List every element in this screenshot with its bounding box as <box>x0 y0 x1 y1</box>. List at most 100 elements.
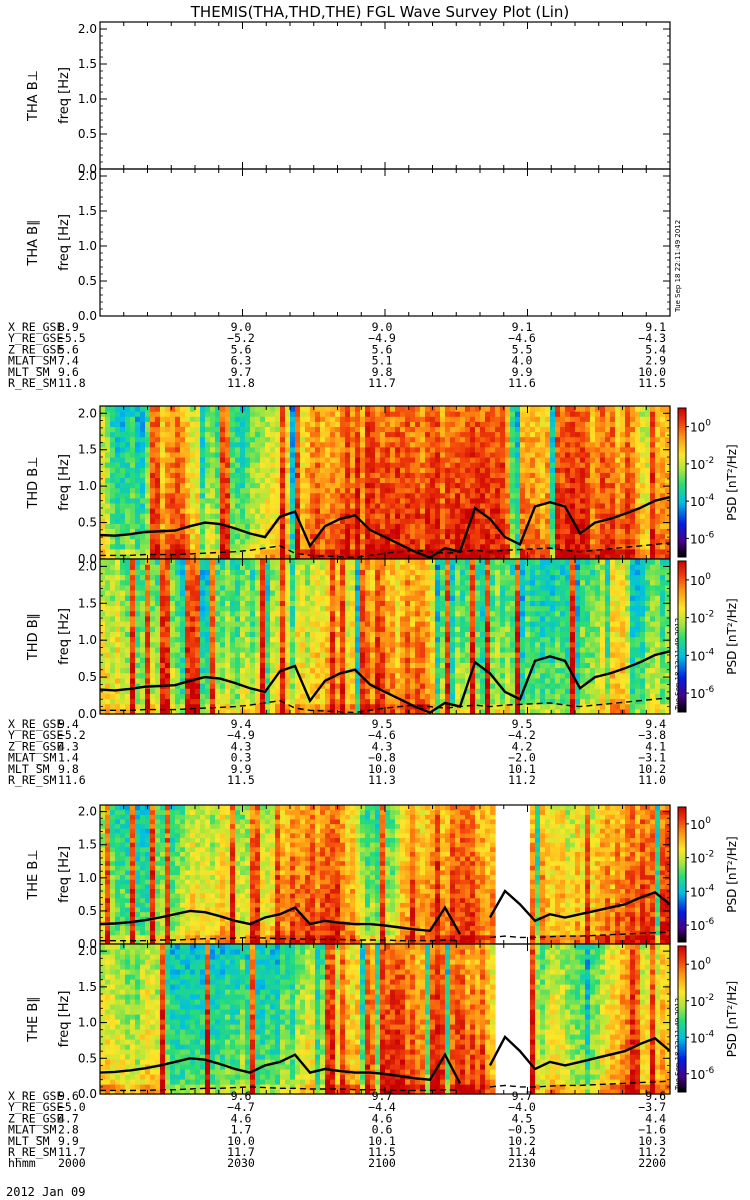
spectrogram-cell <box>300 553 306 560</box>
spectrogram-cell <box>420 436 426 443</box>
spectrogram-cell <box>190 631 196 638</box>
spectrogram-cell <box>195 615 201 622</box>
spectrogram-cell <box>250 513 256 519</box>
spectrogram-cell <box>440 513 446 519</box>
spectrogram-cell <box>285 569 291 576</box>
spectrogram-cell <box>315 446 321 453</box>
spectrogram-cell <box>250 543 256 550</box>
spectrogram-cell <box>130 621 136 627</box>
spectrogram-cell <box>265 641 271 648</box>
spectrogram-cell <box>210 431 216 438</box>
spectrogram-cell <box>185 708 191 715</box>
spectrogram-cell <box>310 553 316 560</box>
spectrogram-cell <box>415 457 421 463</box>
spectrogram-cell <box>220 457 226 463</box>
spectrogram-cell <box>490 416 496 422</box>
spectrogram-cell <box>125 574 131 581</box>
spectrogram-cell <box>405 411 411 417</box>
spectrogram-cell <box>610 523 616 529</box>
spectrogram-cell <box>430 523 436 529</box>
spectrogram-cell <box>200 667 206 674</box>
spectrogram-cell <box>345 543 351 550</box>
spectrogram-cell <box>280 421 286 427</box>
spectrogram-cell <box>535 426 541 433</box>
spectrogram-cell <box>460 411 466 417</box>
spectrogram-cell <box>505 538 511 545</box>
spectrogram-cell <box>565 431 571 438</box>
spectrogram-cell <box>120 548 126 555</box>
spectrogram-cell <box>575 492 581 499</box>
spectrogram-cell <box>600 548 606 555</box>
spectrogram-cell <box>285 482 291 489</box>
spectrogram-cell <box>350 436 356 443</box>
spectrogram-cell <box>425 457 431 463</box>
spectrogram-cell <box>170 708 176 715</box>
spectrogram-cell <box>350 487 356 494</box>
spectrogram-cell <box>635 528 641 535</box>
spectrogram-cell <box>465 508 471 514</box>
spectrogram-cell <box>330 411 336 417</box>
spectrogram-cell <box>325 446 331 453</box>
spectrogram-cell <box>125 538 131 545</box>
spectrogram-cell <box>385 421 391 427</box>
spectrogram-cell <box>265 446 271 453</box>
spectrogram-cell <box>220 543 226 550</box>
spectrogram-cell <box>345 426 351 433</box>
spectrogram-cell <box>390 406 396 412</box>
spectrogram-cell <box>455 411 461 417</box>
spectrogram-cell <box>640 543 646 550</box>
spectrogram-cell <box>595 533 601 540</box>
spectrogram-cell <box>120 646 126 653</box>
spectrogram-cell <box>265 451 271 458</box>
spectrogram-cell <box>240 441 246 448</box>
spectrogram-cell <box>555 502 561 509</box>
colorbar-step <box>678 527 686 531</box>
spectrogram-cell <box>625 548 631 555</box>
spectrogram-cell <box>285 431 291 438</box>
spectrogram-cell <box>660 513 666 519</box>
spectrogram-cell <box>260 698 266 705</box>
spectrogram-cell <box>630 523 636 529</box>
spectrogram-cell <box>275 538 281 545</box>
spectrogram-cell <box>365 518 371 524</box>
spectrogram-cell <box>305 502 311 509</box>
spectrogram-cell <box>475 462 481 468</box>
spectrogram-cell <box>470 436 476 443</box>
spectrogram-cell <box>140 477 146 484</box>
spectrogram-cell <box>100 662 106 669</box>
spectrogram-cell <box>165 564 171 570</box>
spectrogram-cell <box>440 538 446 545</box>
spectrogram-cell <box>560 528 566 535</box>
spectrogram-cell <box>360 467 366 473</box>
spectrogram-cell <box>165 477 171 484</box>
spectrogram-cell <box>660 538 666 545</box>
spectrogram-cell <box>125 708 131 715</box>
spectrogram-cell <box>150 533 156 540</box>
spectrogram-cell <box>575 487 581 494</box>
spectrogram-cell <box>215 703 221 710</box>
spectrogram-cell <box>235 477 241 484</box>
spectrogram-cell <box>280 487 286 494</box>
spectrogram-cell <box>245 513 251 519</box>
spectrogram-cell <box>570 462 576 468</box>
spectrogram-cell <box>255 538 261 545</box>
spectrogram-cell <box>365 426 371 433</box>
spectrogram-cell <box>560 462 566 468</box>
spectrogram-cell <box>380 462 386 468</box>
spectrogram-cell <box>100 416 106 422</box>
spectrogram-cell <box>460 426 466 433</box>
spectrogram-cell <box>380 436 386 443</box>
spectrogram-cell <box>205 416 211 422</box>
colorbar-step <box>678 534 686 538</box>
spectrogram-cell <box>655 446 661 453</box>
spectrogram-cell <box>375 436 381 443</box>
spectrogram-cell <box>170 462 176 468</box>
spectrogram-cell <box>125 416 131 422</box>
spectrogram-cell <box>200 553 206 560</box>
spectrogram-cell <box>250 553 256 560</box>
spectrogram-cell <box>150 652 156 658</box>
spectrogram-cell <box>575 497 581 504</box>
spectrogram-cell <box>320 477 326 484</box>
spectrogram-cell <box>190 538 196 545</box>
